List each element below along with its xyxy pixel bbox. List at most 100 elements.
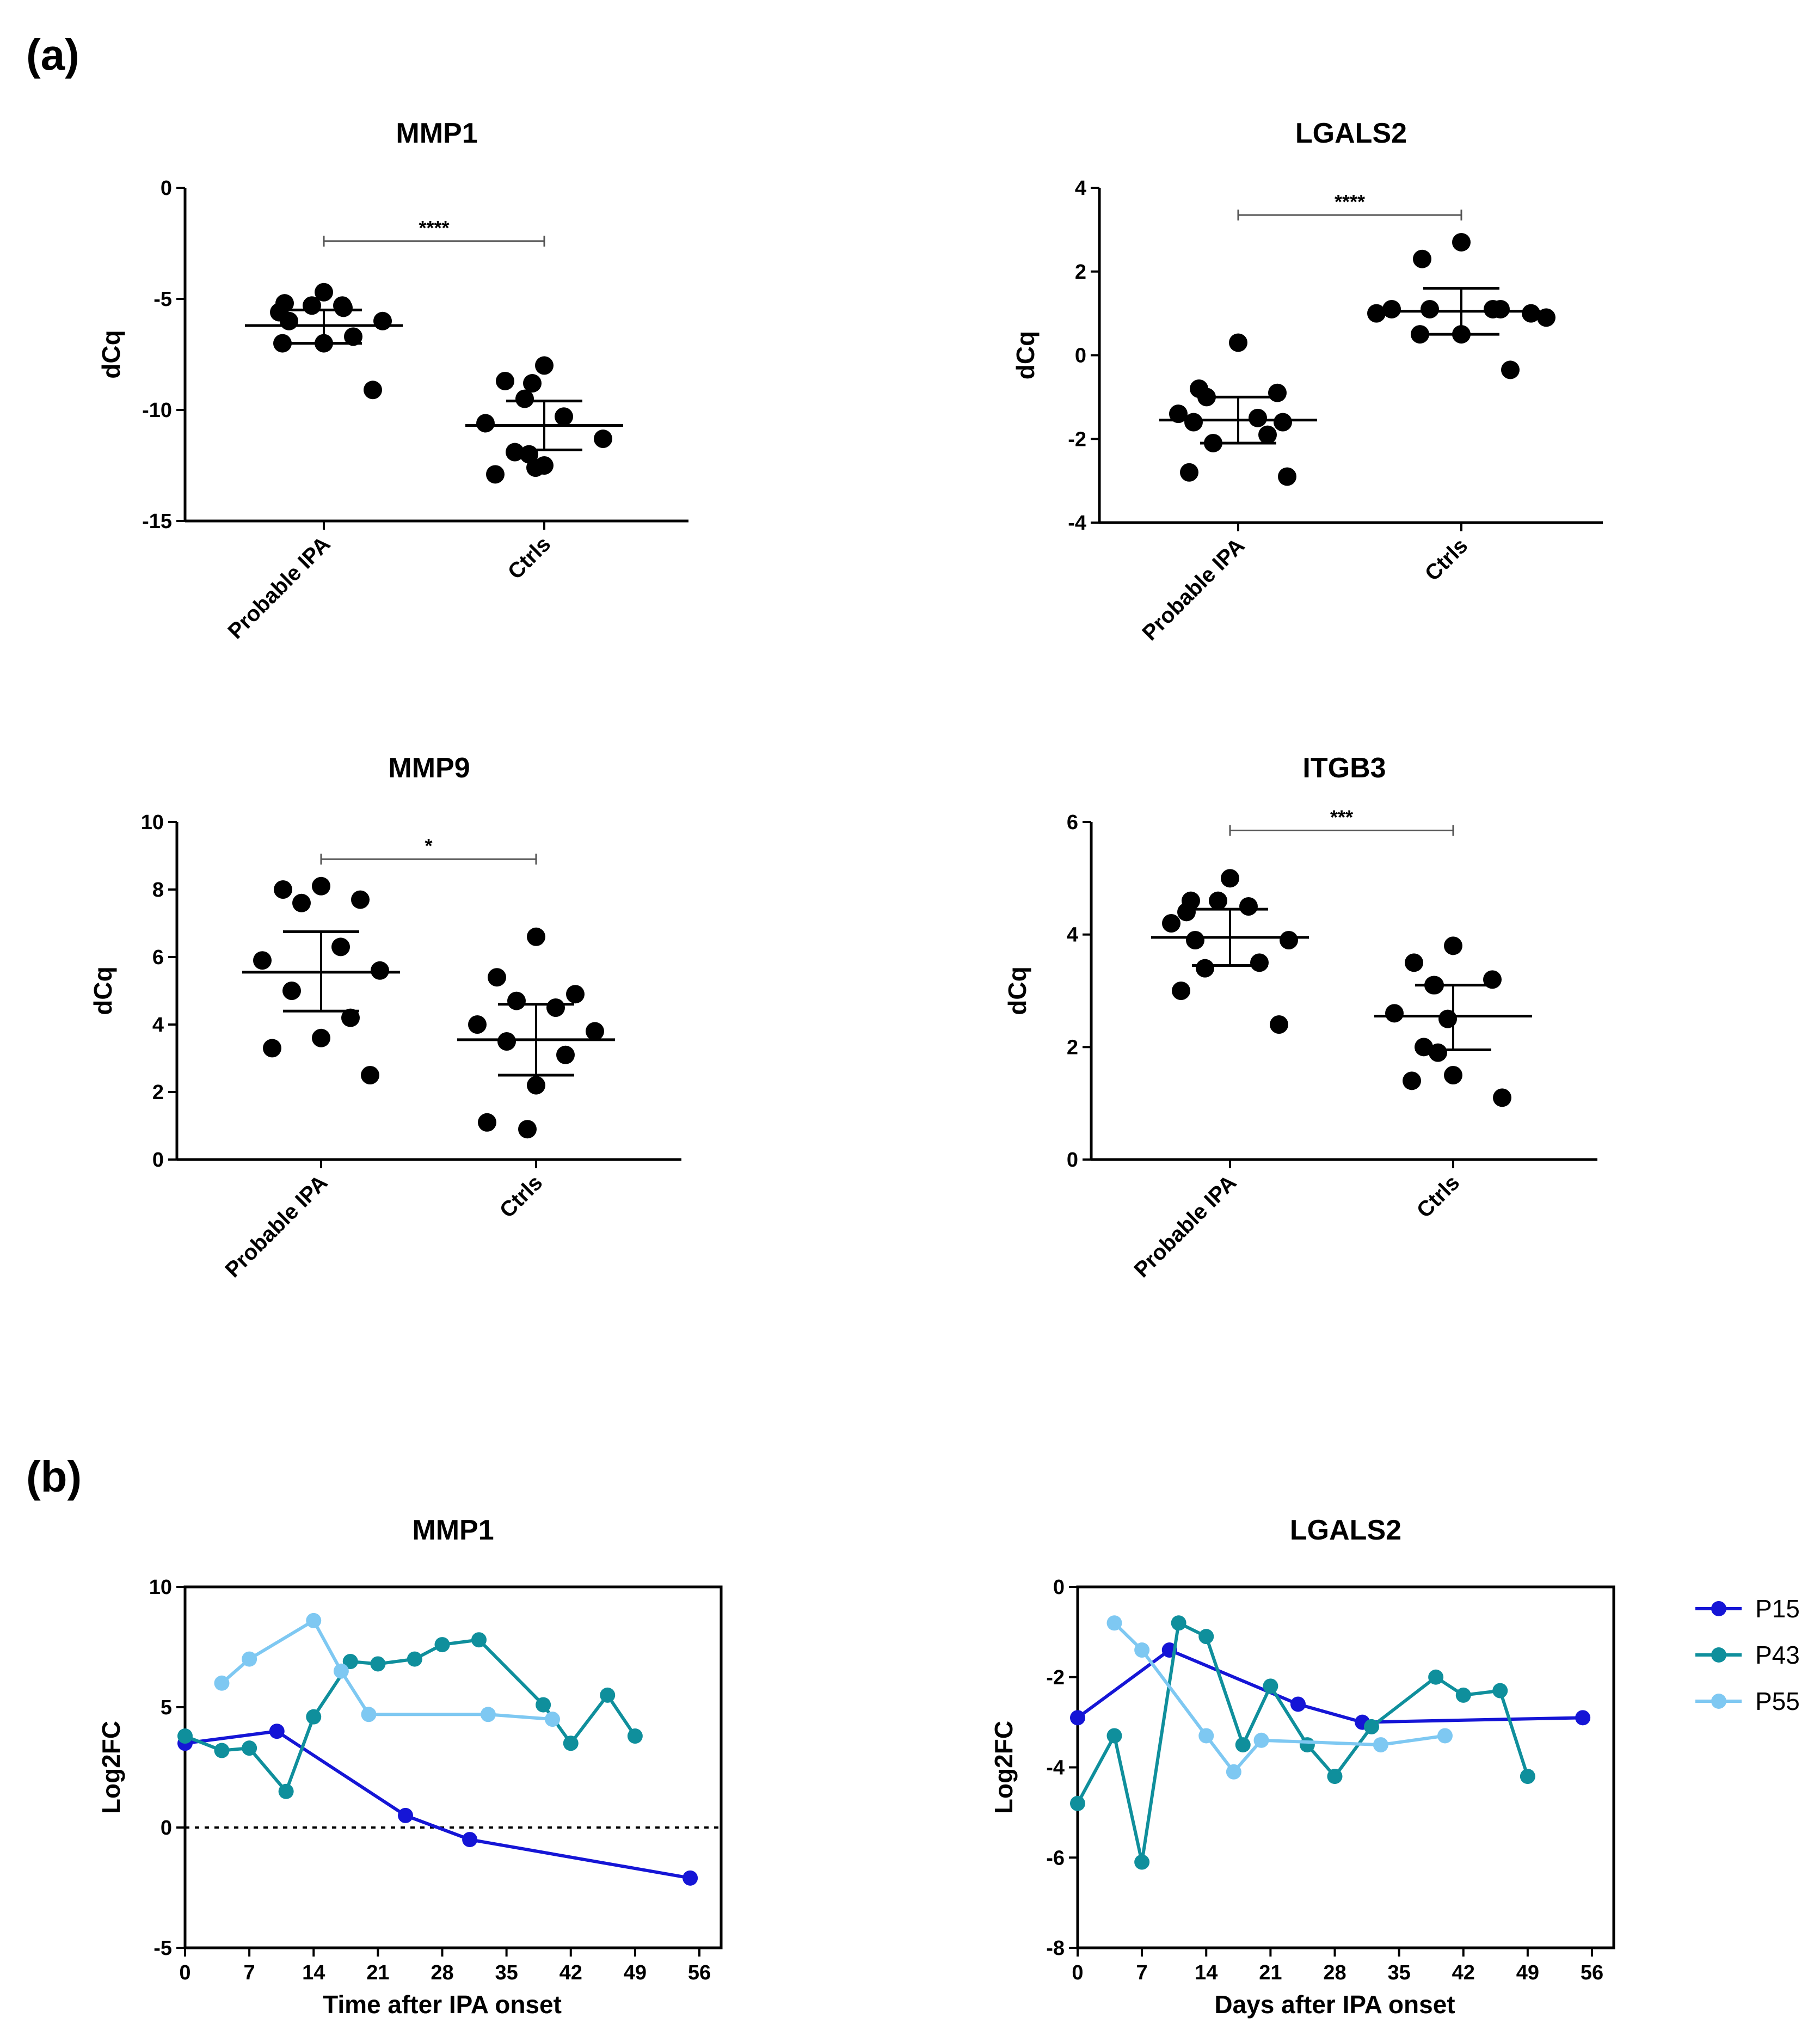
data-point: [341, 1008, 360, 1027]
data-point: [351, 890, 370, 909]
data-point: [282, 982, 301, 1000]
chart-title: MMP1: [396, 118, 477, 149]
y-tick-label: 0: [1075, 345, 1086, 367]
legend-label: P55: [1755, 1687, 1800, 1715]
y-tick-label: 4: [152, 1014, 164, 1037]
y-tick-label: 2: [1075, 261, 1086, 284]
data-point: [1169, 404, 1188, 424]
series-point-p55: [1437, 1728, 1453, 1744]
data-point: [1493, 1088, 1511, 1107]
chart-title: ITGB3: [1302, 752, 1386, 784]
y-tick-label: -5: [153, 288, 172, 311]
data-point: [1209, 891, 1227, 910]
y-tick-label: 4: [1067, 924, 1078, 947]
legend-swatch-marker: [1711, 1694, 1726, 1709]
series-point-p43: [600, 1687, 616, 1703]
panel-label-a: (a): [26, 30, 79, 79]
data-point: [1405, 953, 1423, 972]
category-label: Ctrls: [503, 532, 556, 584]
series-point-p43: [1235, 1737, 1251, 1753]
series-point-p43: [278, 1783, 294, 1799]
y-tick-label: 5: [161, 1696, 172, 1719]
x-tick-label: 21: [366, 1961, 389, 1984]
data-point: [274, 880, 292, 899]
data-point: [526, 458, 545, 477]
x-tick-label: 0: [179, 1961, 190, 1984]
data-point: [527, 927, 545, 946]
data-point: [1162, 914, 1180, 933]
series-point-p43: [407, 1651, 422, 1667]
data-point: [1221, 869, 1239, 888]
x-tick-label: 35: [495, 1961, 518, 1984]
series-point-p55: [545, 1712, 560, 1727]
data-point: [1274, 413, 1292, 432]
data-point: [527, 1076, 545, 1095]
data-point: [507, 991, 526, 1010]
series-point-p43: [1492, 1683, 1508, 1698]
y-axis-label: dCq: [89, 966, 117, 1015]
y-tick-label: -8: [1046, 1937, 1065, 1960]
y-tick-label: -15: [142, 510, 172, 533]
category-label: Ctrls: [1412, 1170, 1465, 1223]
data-point: [478, 1113, 496, 1132]
y-tick-label: -6: [1046, 1847, 1065, 1869]
series-point-p15: [1070, 1710, 1085, 1726]
series-line-p43: [184, 1638, 637, 1795]
data-point: [1522, 304, 1540, 323]
data-point: [523, 374, 542, 393]
legend-label: P15: [1755, 1595, 1800, 1623]
chart-title: MMP9: [388, 752, 470, 784]
series-point-p43: [1134, 1854, 1150, 1870]
data-point: [556, 1045, 575, 1064]
data-point: [468, 1015, 487, 1034]
y-tick-label: 8: [152, 879, 164, 902]
data-point: [1270, 1015, 1288, 1034]
data-point: [566, 985, 585, 1004]
category-label: Probable IPA: [220, 1170, 332, 1282]
x-tick-label: 49: [624, 1961, 647, 1984]
data-point: [292, 893, 311, 912]
series-point-p43: [370, 1656, 386, 1672]
significance-label: *: [425, 835, 432, 857]
x-tick-label: 0: [1072, 1961, 1083, 1984]
series-point-p43: [242, 1740, 257, 1756]
chart-a-lgals2: LGALS2 4 2 0 -2 -4 dCq Probable IPA Ctrls ****: [1011, 118, 1603, 645]
series-point-p55: [1373, 1737, 1388, 1753]
y-axis-label: Log2FC: [989, 1721, 1018, 1814]
series-point-p43: [627, 1728, 643, 1744]
data-point: [263, 1039, 281, 1058]
series-point-p43: [214, 1743, 230, 1758]
x-tick-label: 56: [688, 1961, 711, 1984]
y-tick-label: -4: [1046, 1757, 1065, 1780]
series-point-p43: [471, 1632, 487, 1648]
series-point-p55: [480, 1707, 496, 1722]
x-tick-label: 28: [1323, 1961, 1346, 1984]
y-tick-label: -2: [1046, 1666, 1065, 1689]
panel-label-b: (b): [26, 1452, 82, 1501]
y-tick-label: 2: [152, 1081, 164, 1104]
data-point: [496, 371, 514, 390]
x-axis-label: Days after IPA onset: [1214, 1990, 1455, 2019]
data-point: [331, 937, 350, 956]
category-label: Ctrls: [1421, 534, 1473, 586]
data-point: [1382, 299, 1401, 318]
chart-title: LGALS2: [1290, 1514, 1401, 1546]
data-point: [1413, 249, 1431, 268]
data-point: [1180, 463, 1198, 482]
chart-b-lgals2: LGALS2 0 -2 -4 -6 -8 Log2FC 0 7 14 21 28 35 42 49 56 Day…: [989, 1514, 1615, 2019]
y-tick-label: -4: [1068, 512, 1086, 535]
series-point-p15: [1575, 1710, 1591, 1726]
series-point-p43: [1520, 1769, 1535, 1785]
series-point-p43: [1455, 1687, 1471, 1703]
y-axis-label: dCq: [97, 330, 125, 378]
data-point: [361, 1066, 379, 1084]
x-tick-label: 14: [302, 1961, 325, 1984]
chart-b-mmp1: MMP1 10 5 0 -5 Log2FC 0 7 14 21 28 35 42 49 56 Time aft…: [97, 1514, 723, 2019]
series-point-p43: [1171, 1615, 1186, 1631]
data-point: [1411, 325, 1429, 344]
legend-swatch-marker: [1711, 1647, 1726, 1663]
series-point-p43: [1070, 1795, 1085, 1811]
chart-a-mmp9: MMP9 10 8 6 4 2 0 dCq Probable IPA Ctrls *: [89, 752, 681, 1282]
